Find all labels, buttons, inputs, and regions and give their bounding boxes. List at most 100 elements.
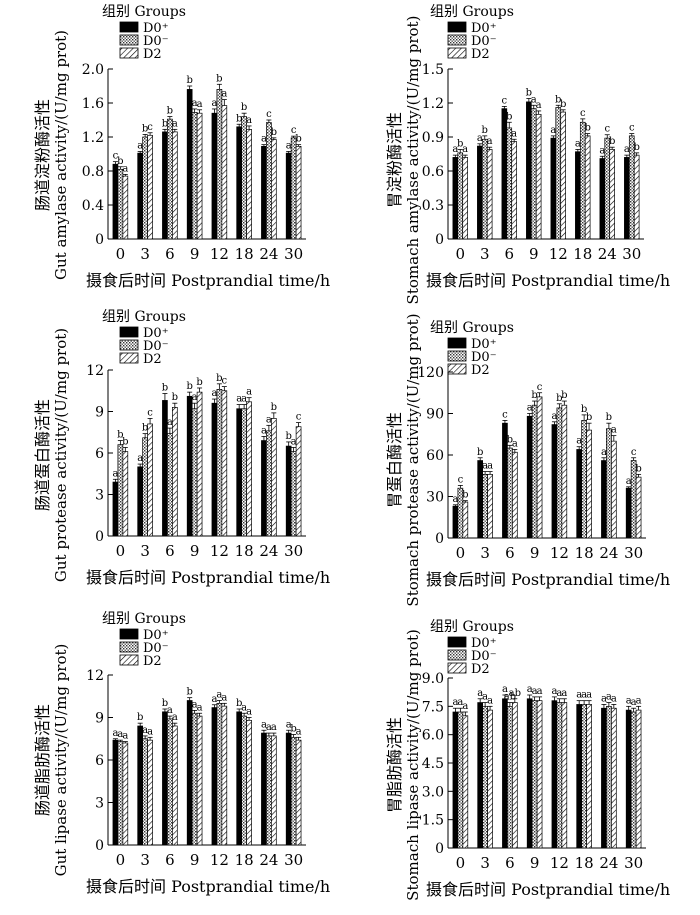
y-tick-label: 120 (417, 365, 444, 381)
significance-letter: a (211, 388, 217, 399)
bar (290, 137, 297, 240)
significance-letter: a (246, 387, 252, 398)
legend-swatch (447, 337, 467, 349)
significance-letter: a (216, 690, 222, 701)
bar (511, 141, 517, 240)
bar (635, 709, 642, 849)
bar (486, 149, 493, 240)
bar (462, 501, 469, 539)
significance-letter: a (266, 722, 272, 733)
bar (535, 113, 542, 240)
bar (162, 711, 168, 846)
legend-label: D2 (471, 662, 490, 677)
bar (147, 739, 153, 846)
significance-letter: a (172, 118, 178, 129)
significance-letter: a (241, 394, 247, 405)
legend-label: D0⁻ (471, 649, 497, 664)
significance-letter: a (561, 688, 567, 699)
y-tick-label: 12 (86, 363, 104, 379)
x-tick-label: 3 (140, 245, 150, 263)
y-tick-label: 4.5 (422, 756, 444, 772)
significance-letter: b (167, 106, 173, 117)
bar (290, 736, 297, 846)
bar (241, 715, 247, 846)
bar (266, 735, 272, 846)
significance-letter: b (236, 113, 242, 124)
bar (601, 707, 607, 849)
significance-letter: c (147, 407, 153, 418)
bar (502, 698, 508, 849)
bar (610, 440, 617, 539)
legend-swatch (119, 628, 139, 640)
significance-letter: a (112, 728, 118, 739)
significance-letter: c (604, 124, 610, 135)
bar (551, 700, 558, 849)
legend-swatch (119, 47, 139, 59)
legend-swatch (447, 34, 467, 46)
bar (117, 741, 124, 846)
x-axis-title: 摄食后时间 Postprandial time/h (86, 271, 330, 290)
significance-letter: b (609, 136, 615, 147)
bar (216, 702, 223, 846)
bar (482, 474, 488, 539)
bar (511, 451, 518, 539)
significance-letter: a (452, 697, 458, 708)
y-tick-label: 9 (95, 405, 104, 421)
bar (561, 404, 568, 539)
bar (579, 121, 586, 240)
bar (221, 105, 228, 240)
significance-letter: a (626, 695, 632, 706)
y-axis-title-cn: 肠道脂肪酶活性 (33, 704, 52, 816)
y-tick-label: 9 (95, 711, 104, 727)
significance-letter: a (122, 163, 128, 174)
x-tick-label: 0 (456, 854, 466, 872)
bar (576, 704, 583, 849)
bar (241, 408, 247, 537)
significance-letter: c (502, 409, 508, 420)
bar (112, 481, 119, 537)
bar (295, 739, 302, 846)
significance-letter: b (162, 118, 168, 129)
bar (216, 389, 223, 537)
bar (191, 408, 198, 537)
bar (147, 423, 153, 537)
significance-letter: b (142, 123, 148, 134)
bar (167, 433, 173, 537)
significance-letter: a (586, 690, 592, 701)
significance-letter: a (487, 136, 493, 147)
significance-letter: b (285, 431, 291, 442)
legend-label: D2 (471, 363, 490, 378)
x-tick-label: 24 (259, 542, 278, 560)
bar (452, 711, 459, 849)
y-tick-label: 1.2 (82, 130, 104, 146)
significance-letter: a (211, 694, 217, 705)
significance-letter: a (477, 688, 483, 699)
x-tick-label: 0 (455, 245, 465, 263)
chart-panel-5: 组别 GroupsD0⁺D0⁻D2036912aaa0baa3baa6baa9a… (33, 611, 330, 896)
legend-label: D0⁻ (471, 350, 497, 365)
bar (196, 112, 203, 240)
significance-letter: b (526, 87, 532, 98)
x-tick-label: 12 (550, 854, 569, 872)
legend-label: D0⁺ (143, 21, 169, 36)
significance-letter: b (196, 377, 202, 388)
significance-letter: a (221, 89, 227, 100)
significance-letter: a (457, 697, 463, 708)
bar (481, 138, 488, 240)
significance-letter: a (286, 140, 292, 151)
y-axis-title: 肠道淀粉酶活性 Gut amylase activity/(U/mg prot) (33, 30, 70, 280)
bar (122, 175, 129, 240)
bar (477, 145, 483, 240)
bar (506, 127, 513, 240)
x-tick-label: 30 (284, 542, 303, 560)
chart-panel-3: 组别 GroupsD0⁺D0⁻D2036912abb0abc3bab6bab9a… (33, 309, 330, 587)
significance-letter: a (611, 425, 617, 436)
significance-letter: a (482, 461, 488, 472)
bar (162, 131, 168, 240)
significance-letter: b (142, 423, 148, 434)
y-axis-title: 胃淀粉酶活性 Stomach amylase activity/(U/mg pro… (385, 16, 422, 305)
bar (137, 152, 143, 240)
y-axis-title-en: Stomach protease activity/(U/mg prot) (404, 313, 422, 606)
